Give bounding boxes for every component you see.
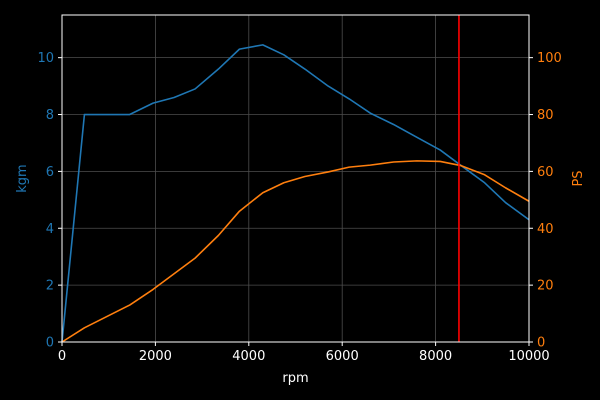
- x-axis-label: rpm: [282, 371, 308, 386]
- x-tick-label: 4000: [232, 349, 265, 364]
- y-left-tick-label: 6: [46, 165, 54, 180]
- x-tick-label: 0: [58, 349, 66, 364]
- y-left-axis-label: kgm: [15, 164, 30, 192]
- y-left-tick-label: 0: [46, 336, 54, 351]
- power-series-line: [61, 160, 530, 343]
- y-right-tick-label: 0: [537, 336, 545, 351]
- x-tick-label: 2000: [139, 349, 172, 364]
- plot-frame-rect: [61, 14, 530, 343]
- plot-frame: [61, 14, 530, 343]
- y-left-tick-label: 10: [37, 51, 54, 66]
- y-right-tick-label: 20: [537, 279, 554, 294]
- x-tick-label: 8000: [419, 349, 452, 364]
- x-tick-label: 10000: [508, 349, 549, 364]
- y-right-tick-label: 40: [537, 222, 554, 237]
- y-right-tick-label: 100: [537, 51, 562, 66]
- y-right-tick-label: 80: [537, 108, 554, 123]
- y-right-axis-label: PS: [571, 170, 586, 186]
- ticks-layer: 0 2000 4000 6000 8000 10000024681002040608010…: [37, 51, 561, 364]
- y-left-tick-label: 8: [46, 108, 54, 123]
- series-layer: [61, 44, 530, 343]
- y-left-tick-label: 4: [46, 222, 54, 237]
- torque-series-line: [61, 44, 530, 343]
- x-tick-label: 6000: [326, 349, 359, 364]
- y-left-tick-label: 2: [46, 279, 54, 294]
- y-right-tick-label: 60: [537, 165, 554, 180]
